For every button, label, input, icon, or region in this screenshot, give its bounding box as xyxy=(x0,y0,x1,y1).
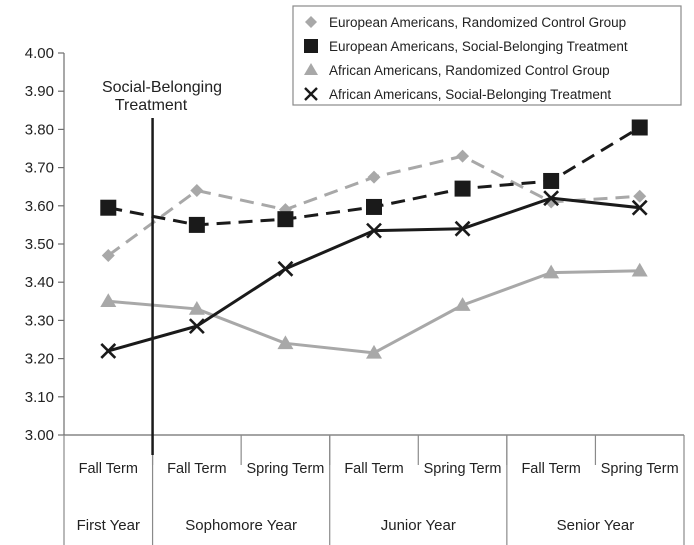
legend-marker xyxy=(304,87,318,101)
y-tick-label: 3.50 xyxy=(25,236,54,253)
data-point xyxy=(454,180,471,197)
data-point xyxy=(366,198,382,215)
term-label: Fall Term xyxy=(344,461,403,477)
data-point xyxy=(543,172,560,189)
y-tick-label: 4.00 xyxy=(25,45,54,62)
data-point xyxy=(631,262,648,277)
data-point xyxy=(188,318,205,335)
legend: European Americans, Randomized Control G… xyxy=(292,5,682,106)
series-line xyxy=(108,269,640,355)
annotation-line-1: Social-Belonging xyxy=(102,79,222,96)
data-point xyxy=(543,264,560,279)
year-label: Junior Year xyxy=(381,517,456,534)
data-point xyxy=(366,222,382,239)
series-1 xyxy=(100,119,648,233)
data-point xyxy=(277,211,294,228)
year-label: Senior Year xyxy=(557,517,635,534)
legend-marker xyxy=(304,63,318,75)
term-label: Fall Term xyxy=(521,461,580,477)
y-tick-label: 3.90 xyxy=(25,83,54,100)
data-point xyxy=(633,189,647,203)
data-point xyxy=(277,260,294,277)
legend-label: European Americans, Social-Belonging Tre… xyxy=(329,39,628,54)
series-2 xyxy=(100,262,648,359)
annotation-line-2: Treatment xyxy=(115,97,188,114)
data-point xyxy=(188,216,205,233)
term-label: Spring Term xyxy=(424,461,502,477)
data-point xyxy=(100,293,117,308)
data-point xyxy=(190,184,204,198)
data-point xyxy=(631,199,648,216)
legend-label: African Americans, Randomized Control Gr… xyxy=(329,63,610,78)
y-tick-label: 3.00 xyxy=(25,427,54,444)
data-point xyxy=(100,343,117,359)
data-point xyxy=(543,190,560,207)
y-tick-label: 3.80 xyxy=(25,121,54,138)
term-label: Fall Term xyxy=(79,461,138,477)
y-tick-label: 3.60 xyxy=(25,198,54,215)
series-layer xyxy=(100,119,648,359)
series-line xyxy=(107,196,640,353)
y-tick-label: 3.70 xyxy=(25,160,54,177)
series-3 xyxy=(100,190,648,359)
data-point xyxy=(101,248,115,262)
year-label: First Year xyxy=(77,517,140,534)
data-point xyxy=(188,300,205,315)
data-point xyxy=(100,199,117,216)
term-label: Spring Term xyxy=(246,461,324,477)
y-tick-label: 3.20 xyxy=(25,351,54,368)
term-label: Fall Term xyxy=(167,461,226,477)
legend-label: African Americans, Social-Belonging Trea… xyxy=(329,87,611,102)
axes: 3.00 3.10 3.20 3.30 3.40 3.50 3.60 3.70 3.80 3.90… xyxy=(25,45,685,545)
year-label: Sophomore Year xyxy=(185,517,297,534)
data-point xyxy=(366,344,382,359)
data-point xyxy=(454,220,471,237)
y-tick-label: 3.10 xyxy=(25,389,54,406)
legend-box xyxy=(292,5,682,106)
legend-label: European Americans, Randomized Control G… xyxy=(329,15,626,30)
data-point xyxy=(367,170,381,184)
data-point xyxy=(277,335,294,350)
y-tick-label: 3.30 xyxy=(25,312,54,329)
term-label: Spring Term xyxy=(601,461,679,477)
data-point xyxy=(631,119,648,136)
y-tick-label: 3.40 xyxy=(25,274,54,291)
legend-marker xyxy=(304,39,318,53)
data-point xyxy=(456,149,470,163)
data-point xyxy=(454,297,471,311)
legend-marker xyxy=(305,16,317,28)
